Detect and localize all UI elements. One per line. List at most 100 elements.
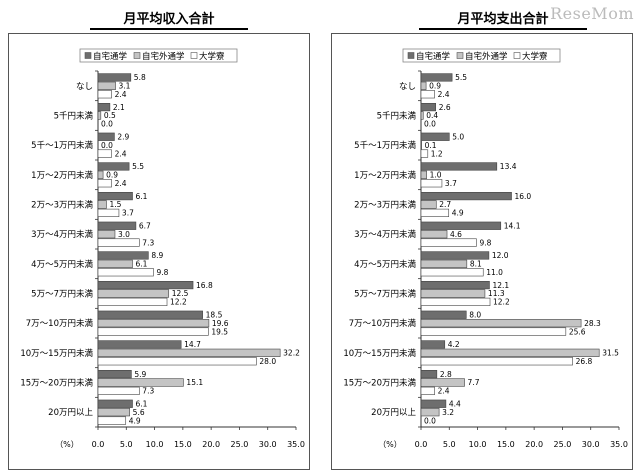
expense-value-label: 11.3 [488,289,505,298]
income-bar-0 [97,251,149,260]
income-x-tick-label: 20.0 [202,440,220,449]
expense-bar-0 [420,132,450,141]
expense-value-label: 0.9 [429,82,441,91]
income-value-label: 2.4 [115,179,127,188]
expense-x-tick-label: 15.0 [497,440,515,449]
brand-logo: ReseMom [550,4,634,23]
expense-bar-0 [420,399,447,408]
income-value-label: 0.0 [101,141,113,150]
income-bar-0 [97,369,132,379]
expense-legend-swatch-1 [456,52,464,59]
income-value-label: 0.5 [104,111,116,120]
income-category-label: 5千～1万円未満 [31,140,93,151]
expense-value-label: 14.1 [504,221,521,230]
income-value-label: 4.9 [129,416,141,425]
income-value-label: 2.1 [113,103,125,112]
income-value-label: 9.8 [156,268,168,277]
income-x-tick-label: 5.0 [120,440,133,449]
expense-category-label: 3万～4万円未満 [354,229,416,240]
income-value-label: 2.9 [117,132,129,141]
expense-category-label: なし [399,82,416,92]
expense-bar-1 [420,81,427,90]
expense-value-label: 16.0 [515,192,532,201]
income-bar-2 [97,386,140,396]
income-bar-2 [97,297,168,307]
income-category-label: 5千円未満 [54,111,94,122]
expense-value-label: 2.4 [438,90,450,99]
expense-value-label: 1.0 [430,171,442,180]
expense-bar-1 [420,200,437,209]
chart-title-expense: 月平均支出合計 [419,8,587,30]
income-bar-0 [97,103,111,112]
expense-value-label: 2.6 [439,103,451,112]
expense-bar-2 [420,297,491,307]
chart-title-income: 月平均収入合計 [90,8,248,30]
expense-value-label: 4.9 [452,209,464,218]
expense-value-label: 13.4 [500,162,517,171]
income-unit-label: （%） [55,440,79,449]
expense-category-label: 20万円以上 [371,408,416,418]
expense-bar-1 [420,111,424,120]
income-bar-0 [97,73,132,82]
expense-x-tick-label: 25.0 [554,440,572,449]
income-value-label: 7.3 [142,238,154,247]
income-bar-1 [97,259,133,268]
expense-category-label: 7万～10万円未満 [349,318,417,329]
income-value-label: 3.7 [122,209,134,218]
expense-category-label: 10万～15万円未満 [343,348,416,359]
expense-bar-2 [420,268,484,277]
expense-bar-0 [420,251,490,260]
expense-x-tick-label: 5.0 [443,440,456,449]
expense-value-label: 12.0 [492,251,509,260]
expense-value-label: 0.0 [424,120,436,129]
expense-legend-swatch-2 [513,52,521,59]
income-value-label: 15.1 [186,378,203,387]
expense-value-label: 4.4 [449,399,461,408]
income-bar-1 [97,378,184,387]
expense-category-label: 5万～7万円未満 [354,289,416,300]
income-bar-2 [97,149,112,158]
income-value-label: 14.7 [184,340,201,349]
income-value-label: 2.4 [115,90,127,99]
expense-bar-0 [420,369,438,379]
income-legend-box [79,48,238,63]
income-value-label: 3.0 [118,230,130,239]
income-bar-1 [97,408,130,417]
expense-bar-1 [420,259,468,268]
income-x-tick-label: 25.0 [231,440,249,449]
income-x-tick-label: 30.0 [259,440,277,449]
income-value-label: 0.0 [101,120,113,129]
expense-value-label: 3.2 [442,408,454,417]
expense-x-tick-label: 30.0 [582,440,600,449]
expense-value-label: 2.7 [439,200,451,209]
expense-bar-2 [420,357,573,366]
income-bar-1 [97,200,107,209]
income-bar-1 [97,81,116,90]
income-value-label: 5.9 [134,370,146,379]
expense-legend-box [402,48,561,63]
expense-category-label: 5千円未満 [377,111,417,122]
expense-bar-2 [420,90,435,99]
income-legend-swatch-1 [133,52,141,59]
income-bar-0 [97,399,133,408]
expense-bar-0 [420,162,498,171]
expense-value-label: 0.4 [426,111,438,120]
expense-value-label: 2.4 [438,387,450,396]
income-value-label: 5.8 [134,73,146,82]
expense-bar-1 [420,230,448,239]
income-bar-2 [97,208,120,218]
expense-legend-label-0: 自宅通学 [416,51,451,62]
income-value-label: 12.5 [172,289,189,298]
expense-x-tick-label: 35.0 [610,440,628,449]
income-value-label: 5.5 [132,162,144,171]
expense-value-label: 26.8 [576,357,593,366]
income-bar-0 [97,162,130,171]
expense-value-label: 9.8 [479,238,491,247]
income-value-label: 6.1 [136,260,148,269]
expense-bar-0 [420,73,453,82]
expense-bar-2 [420,327,567,336]
income-legend-label-1: 自宅外通学 [142,51,185,62]
expense-value-label: 12.2 [493,298,510,307]
income-category-label: 1万～2万円未満 [31,170,93,181]
